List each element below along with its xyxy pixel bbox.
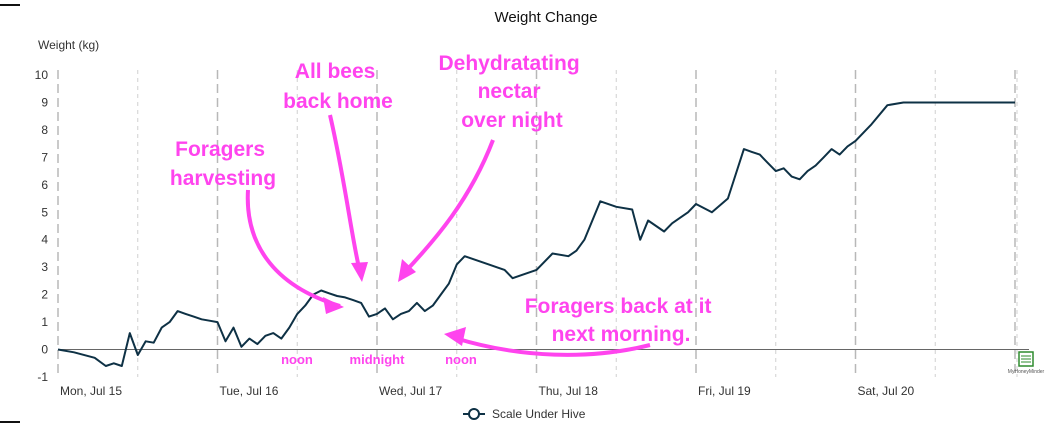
label-noon-1: noon [281, 352, 313, 367]
arrow-head-all-bees-back-home [351, 262, 368, 282]
watermark-label: MyHoneyMinder [1008, 369, 1045, 375]
y-tick-label-5: 4 [41, 233, 48, 247]
annotation-all-bees-line2: back home [283, 90, 393, 113]
label-noon-2: noon [445, 352, 477, 367]
annotation-dehydrating-line3: over night [461, 109, 563, 132]
annotation-all-bees-line1: All bees [295, 60, 376, 83]
y-tick-label-11: 10 [35, 68, 49, 82]
y-tick-label-4: 3 [41, 260, 48, 274]
y-tick-label-7: 6 [41, 178, 48, 192]
y-axis-ticks: -1 0 1 2 3 4 5 6 7 8 9 10 [35, 68, 49, 384]
legend-label: Scale Under Hive [492, 407, 586, 421]
y-tick-label-9: 8 [41, 123, 48, 137]
legend[interactable]: Scale Under Hive [463, 407, 586, 421]
grid-lines [57, 70, 1018, 377]
annotation-all-bees-back-home: All bees back home [283, 60, 393, 113]
arrow-dehydrating-nectar [403, 139, 495, 274]
annotation-foragers-harvesting: Foragers harvesting [170, 138, 276, 190]
x-tick-label-4: Fri, Jul 19 [698, 384, 751, 398]
y-tick-label-3: 2 [41, 288, 48, 302]
x-tick-label-3: Thu, Jul 18 [539, 384, 599, 398]
legend-marker-icon [468, 408, 480, 420]
annotations: Foragers harvesting All bees back home D… [170, 52, 718, 367]
y-tick-label-10: 9 [41, 95, 48, 109]
label-midnight: midnight [350, 352, 406, 367]
y-tick-label-2: 1 [41, 315, 48, 329]
x-axis-ticks: Mon, Jul 15 Tue, Jul 16 Wed, Jul 17 Thu, Ju… [60, 384, 915, 398]
series-line-0 [57, 101, 1015, 367]
x-tick-label-1: Tue, Jul 16 [220, 384, 279, 398]
arrow-foragers-back [454, 336, 651, 357]
y-tick-label-0: -1 [37, 370, 48, 384]
annotation-dehydrating-line1: Dehydratating [438, 52, 579, 75]
y-tick-label-1: 0 [41, 343, 48, 357]
annotation-arrows [245, 114, 651, 357]
arrow-foragers-harvesting [245, 189, 341, 308]
annotation-dehydrating-nectar: Dehydratating nectar over night [438, 52, 585, 132]
x-tick-label-2: Wed, Jul 17 [379, 384, 442, 398]
annotation-foragers-back-line2: next morning. [552, 323, 691, 346]
series-layer [57, 101, 1015, 367]
arrow-head-dehydrating-nectar [398, 259, 416, 282]
y-tick-label-6: 5 [41, 205, 48, 219]
annotation-foragers-harvesting-line1: Foragers [175, 138, 265, 161]
annotation-foragers-harvesting-line2: harvesting [170, 167, 276, 190]
annotation-foragers-back-line1: Foragers back at it [525, 295, 712, 318]
annotation-dehydrating-line2: nectar [478, 80, 541, 103]
annotation-foragers-back: Foragers back at it next morning. [525, 295, 718, 346]
arrow-all-bees-back-home [328, 114, 362, 273]
x-tick-label-5: Sat, Jul 20 [858, 384, 915, 398]
export-widget[interactable]: MyHoneyMinder [1008, 351, 1045, 375]
arrow-head-foragers-back [444, 327, 466, 346]
x-tick-label-0: Mon, Jul 15 [60, 384, 122, 398]
y-tick-label-8: 7 [41, 150, 48, 164]
arrow-head-foragers-harvesting [323, 297, 344, 314]
y-axis-label: Weight (kg) [38, 38, 99, 52]
chart-title: Weight Change [494, 9, 597, 26]
